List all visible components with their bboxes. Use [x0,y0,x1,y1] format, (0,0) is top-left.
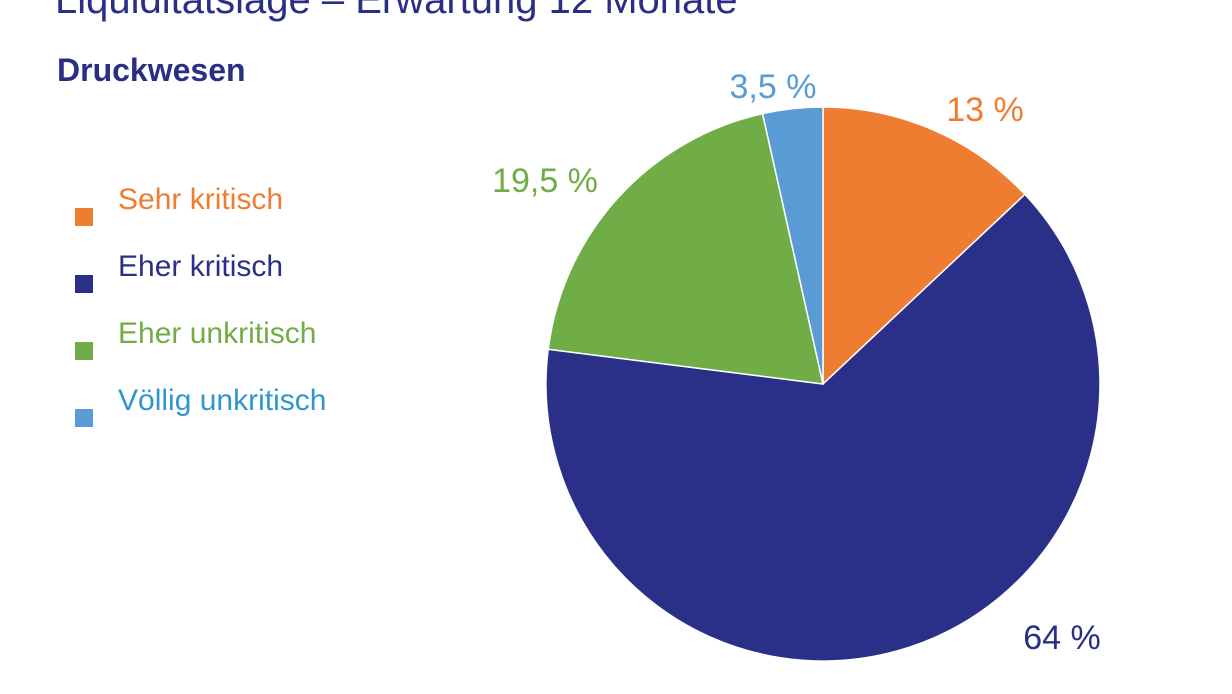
slice-label-sehr-kritisch: 13 % [946,91,1024,129]
slice-label-eher-kritisch: 64 % [1023,619,1101,657]
pie-slice-sehr-kritisch [822,106,1026,386]
legend-item-sehr-kritisch: Sehr kritisch [75,183,326,250]
legend-item-eher-unkritisch: Eher unkritisch [75,317,326,384]
chart-subtitle: Druckwesen [57,52,246,88]
pie-slice-eher-unkritisch [547,112,824,385]
legend-label: Sehr kritisch [118,182,284,216]
legend: Sehr kritisch Eher kritisch Eher unkriti… [75,183,326,451]
pie-slices [545,106,1101,662]
legend-item-eher-kritisch: Eher kritisch [75,250,326,317]
legend-swatch [75,341,93,360]
pie-labels: 13 % 64 % 19,5 % 3,5 % [492,68,1101,657]
slice-label-eher-unkritisch: 19,5 % [492,162,598,200]
legend-label: Eher kritisch [118,249,284,283]
slice-label-voellig-unkritisch: 3,5 % [730,68,817,106]
chart-title: Liquiditätslage – Erwartung 12 Monate [55,0,738,22]
pie-slice-eher-kritisch [545,193,1101,662]
legend-item-voellig-unkritisch: Völlig unkritisch [75,384,326,451]
legend-swatch [75,207,93,226]
legend-swatch [75,274,93,293]
pie-slice-voellig-unkritisch [761,106,824,385]
legend-label: Eher unkritisch [118,316,317,350]
legend-label: Völlig unkritisch [118,383,327,417]
legend-swatch [75,408,93,427]
